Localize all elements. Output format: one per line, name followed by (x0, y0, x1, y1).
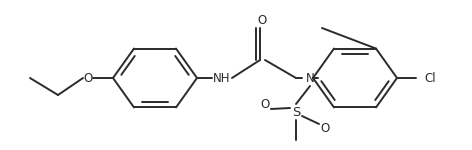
Text: Cl: Cl (424, 72, 436, 84)
Text: O: O (257, 14, 267, 27)
Text: O: O (320, 122, 329, 135)
Text: N: N (306, 72, 314, 84)
Text: O: O (261, 99, 270, 111)
Text: O: O (84, 72, 93, 84)
Text: S: S (292, 105, 300, 118)
Text: NH: NH (213, 72, 231, 84)
